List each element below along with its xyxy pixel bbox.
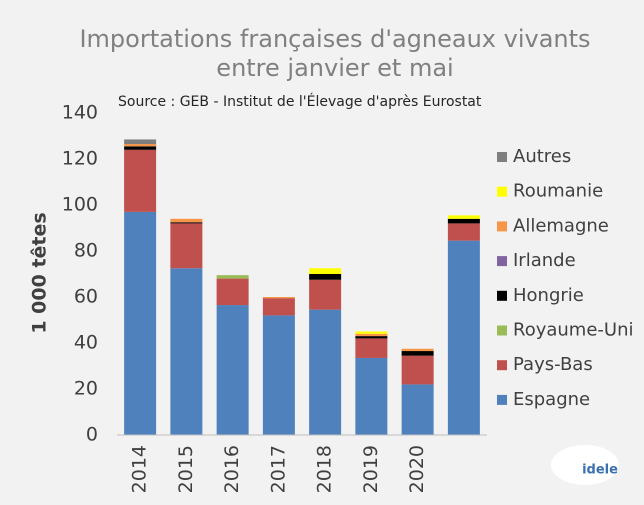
y-tick-label: 40 xyxy=(74,332,98,354)
legend-label: Espagne xyxy=(513,389,590,410)
bar-segment xyxy=(170,222,203,224)
legend-label: Pays-Bas xyxy=(513,354,593,375)
legend-swatch xyxy=(497,256,507,267)
legend-label: Irlande xyxy=(513,250,576,271)
bar-segment xyxy=(262,297,295,299)
y-tick-label: 120 xyxy=(62,148,98,170)
source: Source : GEB - Institut de l'Élevage d'a… xyxy=(118,93,482,110)
y-tick-label: 60 xyxy=(74,286,98,308)
bar-segment xyxy=(309,274,342,280)
logo-text: idele xyxy=(582,463,618,478)
x-tick-label: 2014 xyxy=(129,445,151,493)
bar-segment xyxy=(401,355,434,385)
bar-segment xyxy=(216,278,249,306)
legend-label: Hongrie xyxy=(513,285,584,306)
bar-segment xyxy=(124,211,157,435)
y-tick-label: 140 xyxy=(62,102,98,124)
bar-segment xyxy=(401,351,434,356)
y-tick-label: 20 xyxy=(74,378,98,400)
bar-segment xyxy=(355,336,388,339)
bar-segment xyxy=(401,384,434,435)
bar-segment xyxy=(355,331,388,334)
x-tick-label: 2019 xyxy=(360,445,382,493)
legend-label: Autres xyxy=(513,146,571,167)
legend-swatch xyxy=(497,221,507,232)
x-tick-label: 2015 xyxy=(175,445,197,493)
y-tick-label: 80 xyxy=(74,240,98,262)
logo-badge xyxy=(551,445,619,485)
bar-segment xyxy=(124,146,157,150)
chart-subtitle: entre janvier et mai xyxy=(216,54,453,82)
bar-segment xyxy=(309,309,342,435)
bar-segment xyxy=(447,215,480,219)
legend-label: Royaume-Uni xyxy=(513,320,634,341)
chart-title: Importations françaises d'agneaux vivant… xyxy=(79,25,590,53)
y-tick-label: 0 xyxy=(86,424,98,446)
bar-segment xyxy=(170,218,203,223)
bar-segment xyxy=(447,218,480,224)
legend-swatch xyxy=(497,290,507,301)
bar-segment xyxy=(447,223,480,241)
x-tick-label: 2016 xyxy=(221,445,243,493)
legend-swatch xyxy=(497,152,507,162)
bar-segment xyxy=(124,139,157,145)
legend-label: Roumanie xyxy=(513,181,603,202)
y-axis-title: 1 000 têtes xyxy=(29,212,51,333)
bar-segment xyxy=(355,338,388,358)
legend-swatch xyxy=(497,325,507,336)
bar-segment xyxy=(447,240,480,435)
y-tick-label: 100 xyxy=(62,194,98,216)
bar-segment xyxy=(309,268,342,274)
bar-segment xyxy=(216,305,249,435)
legend-swatch xyxy=(497,360,507,371)
logo: idele xyxy=(551,445,619,485)
bar-segment xyxy=(401,348,434,352)
bar-segment xyxy=(355,333,388,337)
bar-segment xyxy=(124,144,157,147)
bar-segment xyxy=(262,298,295,316)
x-tick-label: 2017 xyxy=(267,445,289,493)
x-tick-label: 2020 xyxy=(406,445,428,493)
bar-segment xyxy=(262,315,295,435)
legend-swatch xyxy=(497,394,507,405)
bar-segment xyxy=(170,268,203,435)
legend-label: Allemagne xyxy=(513,215,609,236)
bar-segment xyxy=(309,279,342,310)
x-tick-label: 2018 xyxy=(314,445,336,493)
bar-segment xyxy=(216,275,249,279)
legend-swatch xyxy=(497,186,507,197)
bar-segment xyxy=(355,357,388,435)
bar-segment xyxy=(124,149,157,212)
bar-segment xyxy=(170,223,203,269)
